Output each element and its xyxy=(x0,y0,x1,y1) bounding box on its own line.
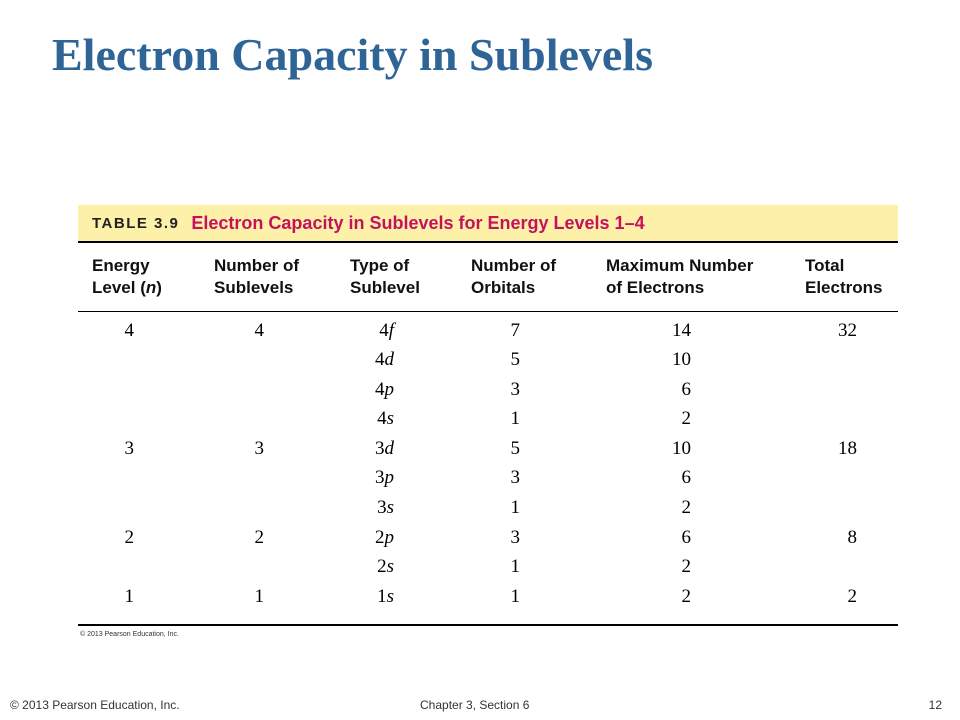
header-number-of-sublevels: Number of Sublevels xyxy=(214,256,299,297)
header-type-of-sublevel: Type of Sublevel xyxy=(350,256,420,297)
slide-title: Electron Capacity in Sublevels xyxy=(52,29,654,80)
cell-total-electrons xyxy=(78,404,857,433)
header-total-electrons: Total Electrons xyxy=(805,256,883,297)
cell-orbitals: 3 xyxy=(510,467,521,488)
cell-sublevel-type: 4d xyxy=(375,349,394,370)
table-row: 3 3 3d 5 10 18 xyxy=(78,434,898,463)
table-row: 4d 5 10 xyxy=(78,345,898,374)
cell-sublevel-type: 2s xyxy=(377,556,394,577)
table-row: 2s 1 2 xyxy=(78,552,898,581)
footer-copyright: © 2013 Pearson Education, Inc. xyxy=(10,698,180,712)
table-row: 4s 1 2 xyxy=(78,404,898,433)
cell-max-electrons: 14 xyxy=(672,320,691,341)
cell-max-electrons: 2 xyxy=(681,556,692,577)
cell-sublevel-type: 4f xyxy=(379,320,394,341)
table-copyright: © 2013 Pearson Education, Inc. xyxy=(80,631,179,638)
cell-sublevel-count: 3 xyxy=(254,438,265,459)
page-number: 12 xyxy=(928,698,942,712)
table-caption: TABLE 3.9 Electron Capacity in Sublevels… xyxy=(78,205,898,243)
header-energy-level: Energy Level (n) xyxy=(92,256,162,297)
electron-capacity-table: TABLE 3.9 Electron Capacity in Sublevels… xyxy=(78,205,898,644)
cell-max-electrons: 2 xyxy=(681,586,692,607)
cell-sublevel-type: 3p xyxy=(375,467,394,488)
table-number: TABLE 3.9 xyxy=(92,214,180,232)
cell-sublevel-type: 1s xyxy=(377,586,394,607)
cell-orbitals: 1 xyxy=(510,556,521,577)
table-body: 4 4 4f 7 14 32 4d 5 10 4p 3 6 4s 1 xyxy=(78,312,898,624)
cell-orbitals: 1 xyxy=(510,497,521,518)
cell-orbitals: 3 xyxy=(510,527,521,548)
cell-max-electrons: 10 xyxy=(672,438,691,459)
cell-total-electrons xyxy=(78,493,857,522)
cell-total-electrons: 18 xyxy=(838,438,857,459)
table-row: 3p 3 6 xyxy=(78,463,898,492)
table-row: 3s 1 2 xyxy=(78,493,898,522)
cell-sublevel-type: 4s xyxy=(377,408,394,429)
cell-sublevel-count: 4 xyxy=(254,320,265,341)
cell-sublevel-type: 3d xyxy=(375,438,394,459)
cell-total-electrons xyxy=(78,552,857,581)
footer-chapter: Chapter 3, Section 6 xyxy=(420,698,530,712)
cell-max-electrons: 6 xyxy=(681,467,692,488)
cell-total-electrons: 2 xyxy=(847,586,858,607)
cell-energy-level: 2 xyxy=(124,527,135,548)
cell-energy-level: 4 xyxy=(124,320,135,341)
cell-orbitals: 7 xyxy=(510,320,521,341)
table-footer: © 2013 Pearson Education, Inc. xyxy=(78,624,898,644)
cell-sublevel-type: 4p xyxy=(375,379,394,400)
cell-total-electrons xyxy=(78,375,857,404)
cell-total-electrons: 32 xyxy=(838,320,857,341)
cell-max-electrons: 6 xyxy=(681,379,692,400)
cell-total-electrons xyxy=(78,345,857,374)
cell-orbitals: 5 xyxy=(510,438,521,459)
table-row: 4p 3 6 xyxy=(78,375,898,404)
table-title: Electron Capacity in Sublevels for Energ… xyxy=(191,212,645,233)
cell-orbitals: 5 xyxy=(510,349,521,370)
header-maximum-electrons: Maximum Number of Electrons xyxy=(606,256,754,297)
cell-sublevel-type: 3s xyxy=(377,497,394,518)
cell-max-electrons: 6 xyxy=(681,527,692,548)
cell-max-electrons: 10 xyxy=(672,349,691,370)
table-row: 1 1 1s 1 2 2 xyxy=(78,582,898,611)
table-header-row: Energy Level (n) Number of Sublevels Typ… xyxy=(78,243,898,312)
cell-energy-level: 3 xyxy=(124,438,135,459)
header-energy-level-line2: Level (n) xyxy=(92,278,162,297)
cell-max-electrons: 2 xyxy=(681,408,692,429)
cell-sublevel-count: 2 xyxy=(254,527,265,548)
cell-max-electrons: 2 xyxy=(681,497,692,518)
cell-sublevel-count: 1 xyxy=(254,586,265,607)
cell-sublevel-type: 2p xyxy=(375,527,394,548)
cell-total-electrons: 8 xyxy=(847,527,858,548)
table-row: 2 2 2p 3 6 8 xyxy=(78,523,898,552)
table-row: 4 4 4f 7 14 32 xyxy=(78,316,898,345)
cell-energy-level: 1 xyxy=(124,586,135,607)
cell-total-electrons xyxy=(78,463,857,492)
cell-orbitals: 1 xyxy=(510,408,521,429)
cell-orbitals: 1 xyxy=(510,586,521,607)
header-number-of-orbitals: Number of Orbitals xyxy=(471,256,556,297)
cell-orbitals: 3 xyxy=(510,379,521,400)
